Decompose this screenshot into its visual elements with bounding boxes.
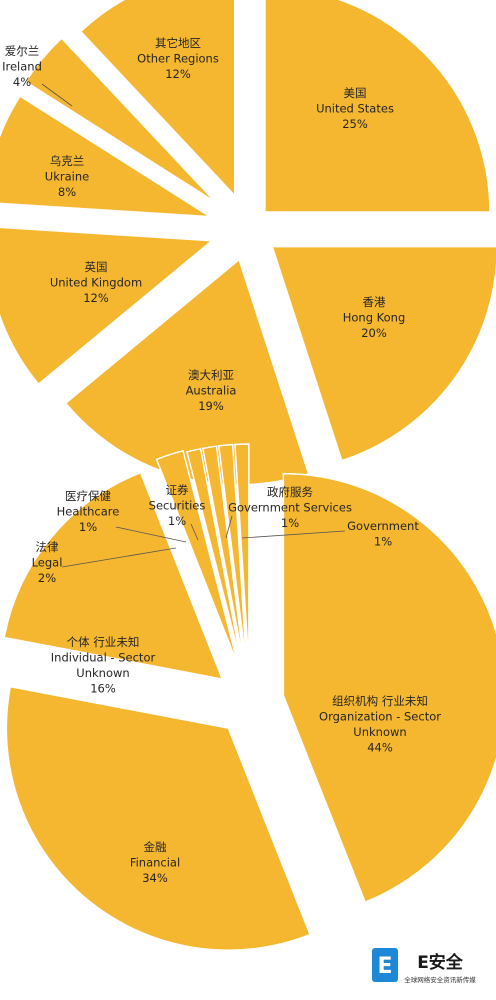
slice-label-individual-sector-2: Unknown bbox=[76, 666, 129, 680]
slice-label-other-regions-1: Other Regions bbox=[137, 52, 219, 66]
slice-label-securities-0: 证券 bbox=[166, 483, 189, 497]
slice-label-government-1: 1% bbox=[374, 535, 392, 549]
slice-label-government-services-1: Government Services bbox=[228, 501, 352, 515]
slice-label-individual-sector-3: 16% bbox=[90, 682, 116, 696]
slice-label-individual-sector-0: 个体 行业未知 bbox=[67, 635, 140, 649]
slice-label-ukraine-2: 8% bbox=[58, 185, 76, 199]
watermark-logo-letter: E bbox=[377, 954, 392, 979]
region-pie-chart bbox=[0, 0, 496, 485]
slice-label-hong-kong-1: Hong Kong bbox=[343, 311, 406, 325]
slice-label-healthcare-0: 医疗保健 bbox=[65, 489, 111, 503]
slice-label-united-states-2: 25% bbox=[342, 117, 368, 131]
slice-label-individual-sector-1: Individual - Sector bbox=[51, 651, 156, 665]
slice-label-hong-kong-0: 香港 bbox=[363, 295, 386, 309]
slice-label-financial-2: 34% bbox=[142, 871, 168, 885]
pie-slice-financial bbox=[6, 687, 310, 951]
watermark-tagline: 全球网络安全资讯新传媒 bbox=[404, 975, 476, 984]
slice-label-other-regions-0: 其它地区 bbox=[155, 36, 201, 50]
slice-label-organization-sector-1: Organization - Sector bbox=[319, 710, 441, 724]
slice-label-united-kingdom-0: 英国 bbox=[85, 260, 108, 274]
slice-label-ireland-1: Ireland bbox=[2, 60, 42, 74]
slice-label-securities-1: Securities bbox=[149, 499, 206, 513]
slice-label-ireland-0: 爱尔兰 bbox=[5, 44, 40, 58]
slice-label-legal-2: 2% bbox=[38, 571, 56, 585]
slice-label-hong-kong-2: 20% bbox=[361, 326, 387, 340]
watermark-brand: E安全 bbox=[417, 952, 464, 973]
slice-label-australia-1: Australia bbox=[186, 384, 237, 398]
slice-label-financial-1: Financial bbox=[130, 856, 180, 870]
slice-label-healthcare-2: 1% bbox=[79, 520, 97, 534]
slice-label-other-regions-2: 12% bbox=[165, 67, 191, 81]
slice-label-organization-sector-0: 组织机构 行业未知 bbox=[332, 694, 428, 708]
slice-label-securities-2: 1% bbox=[168, 514, 186, 528]
slice-label-united-kingdom-2: 12% bbox=[83, 291, 109, 305]
slice-label-legal-1: Legal bbox=[32, 556, 63, 570]
slice-label-government-services-0: 政府服务 bbox=[267, 485, 313, 499]
slice-label-ireland-2: 4% bbox=[13, 75, 31, 89]
slice-label-organization-sector-3: 44% bbox=[367, 741, 393, 755]
slice-label-organization-sector-2: Unknown bbox=[353, 725, 406, 739]
pie-slice-hong-kong bbox=[272, 247, 496, 461]
slice-label-government-0: Government bbox=[347, 519, 419, 533]
slice-label-healthcare-1: Healthcare bbox=[57, 505, 120, 519]
slice-label-united-states-0: 美国 bbox=[344, 86, 367, 100]
slice-label-ukraine-0: 乌克兰 bbox=[50, 154, 85, 168]
slice-label-australia-2: 19% bbox=[198, 399, 224, 413]
slice-label-government-services-2: 1% bbox=[281, 516, 299, 530]
slice-label-australia-0: 澳大利亚 bbox=[188, 368, 234, 382]
slice-label-united-states-1: United States bbox=[316, 102, 394, 116]
slice-label-ukraine-1: Ukraine bbox=[45, 170, 89, 184]
slice-label-legal-0: 法律 bbox=[36, 540, 59, 554]
slice-label-united-kingdom-1: United Kingdom bbox=[50, 276, 142, 290]
slice-label-financial-0: 金融 bbox=[144, 840, 167, 854]
